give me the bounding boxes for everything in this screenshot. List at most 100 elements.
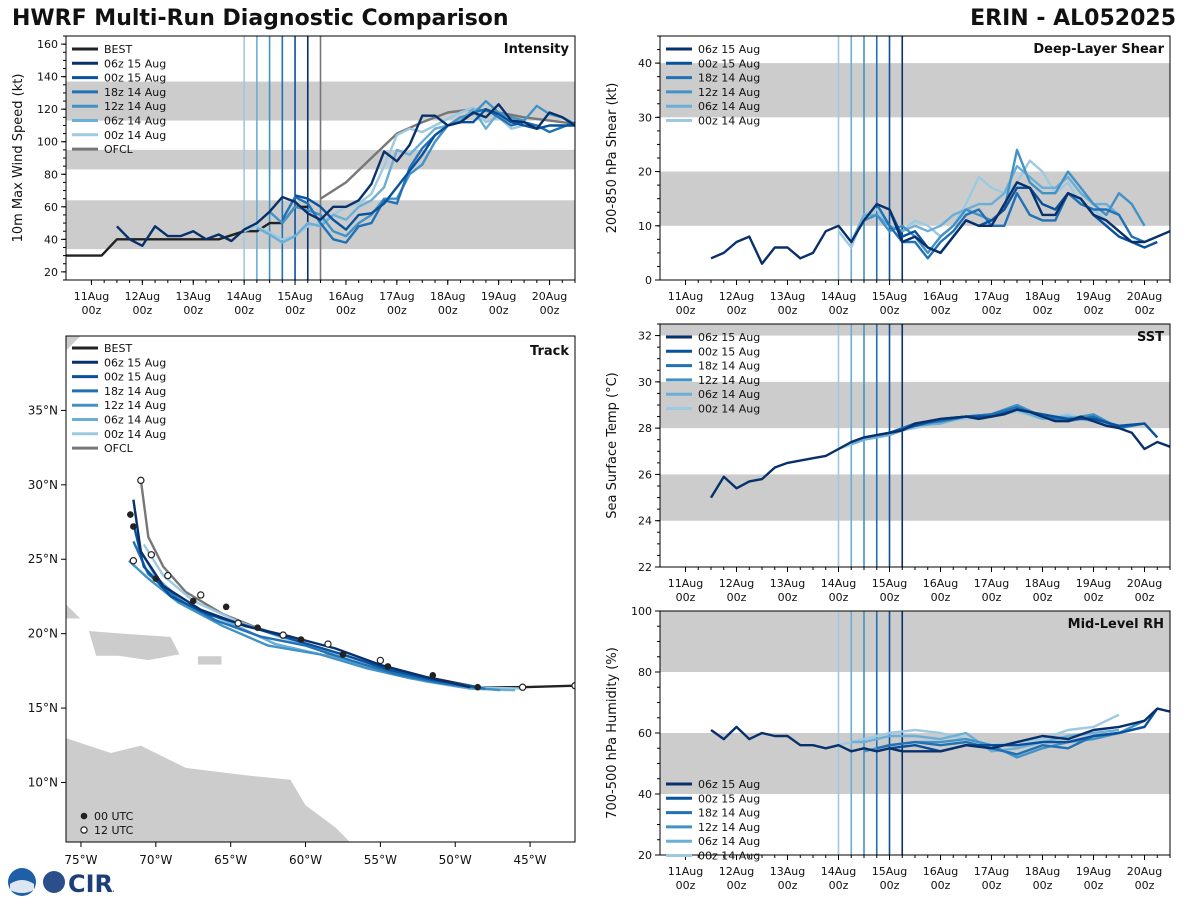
series-line-00z-15-aug [294, 107, 575, 231]
x-tick-label: 00z [829, 591, 849, 604]
x-tick-label: 00z [829, 879, 849, 892]
track-point-12utc [376, 656, 385, 665]
x-tick-label: 00z [1084, 304, 1104, 317]
y-axis-label: Sea Surface Temp (°C) [605, 372, 620, 519]
y-tick-label: 35°N [28, 403, 58, 417]
track-point-12utc [164, 571, 172, 580]
panel-title: Track [530, 344, 569, 359]
shade-band [660, 324, 1170, 336]
y-tick-label: 80 [44, 168, 58, 181]
legend-label: 12z 14 Aug [104, 399, 166, 412]
x-tick-label: 00z [982, 304, 1002, 317]
x-tick-label: 00z [778, 304, 798, 317]
legend-label: 00 UTC [94, 810, 134, 823]
x-tick-label: 00z [676, 591, 696, 604]
track-point-12utc [571, 682, 575, 690]
legend-label: 06z 14 Aug [104, 115, 166, 128]
legend-label: 12 UTC [94, 824, 134, 837]
y-tick-label: 20 [638, 849, 652, 862]
legend-label: 12z 14 Aug [104, 100, 166, 113]
x-tick-label: 17Aug [974, 865, 1009, 878]
x-tick-label: 15Aug [872, 577, 907, 590]
series-line-06z-14-aug [256, 107, 525, 244]
x-tick-label: 20Aug [1127, 577, 1162, 590]
track-point-12utc [518, 683, 527, 691]
x-tick-label: 00z [931, 879, 951, 892]
x-tick-label: 00z [880, 879, 900, 892]
legend-label: 00z 14 Aug [698, 403, 760, 416]
legend-label: 00z 15 Aug [698, 57, 760, 70]
track-line-18z-14-aug [132, 540, 486, 690]
x-tick-label: 11Aug [74, 290, 109, 303]
legend-label: OFCL [104, 442, 134, 455]
track-point-12utc [137, 476, 145, 485]
y-tick-label: 30 [638, 111, 652, 124]
y-tick-label: 20 [44, 266, 58, 279]
legend-label: 06z 14 Aug [104, 414, 166, 427]
x-tick-label: 13Aug [770, 577, 805, 590]
legend-label: 06z 14 Aug [698, 388, 760, 401]
y-tick-label: 30 [638, 376, 652, 389]
y-tick-label: 15°N [28, 701, 58, 715]
x-tick-label: 11Aug [668, 865, 703, 878]
x-tick-label: 14Aug [821, 290, 856, 303]
legend-label: 00z 15 Aug [104, 371, 166, 384]
series-line-18z-14-aug [875, 191, 1145, 260]
x-tick-label: 19Aug [481, 290, 516, 303]
x-tick-label: 17Aug [974, 290, 1009, 303]
y-tick-label: 60 [44, 201, 58, 214]
y-tick-label: 40 [44, 233, 58, 246]
x-tick-label: 13Aug [770, 290, 805, 303]
legend-label: 18z 14 Aug [104, 385, 166, 398]
y-tick-label: 26 [638, 468, 652, 481]
legend-label: 18z 14 Aug [104, 86, 166, 99]
y-axis-label: 200-850 hPa Shear (kt) [605, 83, 620, 234]
y-tick-label: 120 [37, 103, 58, 116]
y-tick-label: 10°N [28, 775, 58, 789]
x-tick-label: 00z [540, 304, 560, 317]
legend-label: 06z 14 Aug [698, 835, 760, 848]
x-tick-label: 60°W [289, 853, 322, 867]
track-point-00utc [254, 624, 261, 631]
legend-label: 06z 15 Aug [698, 778, 760, 791]
track-point-00utc [222, 603, 230, 611]
track-line-12z-14-aug [128, 559, 501, 692]
x-tick-label: 00z [880, 304, 900, 317]
x-tick-label: 00z [1135, 591, 1155, 604]
x-tick-label: 18Aug [1025, 865, 1060, 878]
figure-title: HWRF Multi-Run Diagnostic Comparison [12, 6, 509, 31]
legend-label: 06z 15 Aug [104, 356, 166, 369]
y-tick-label: 10 [638, 220, 652, 233]
y-tick-label: 30°N [28, 478, 58, 492]
x-tick-label: 17Aug [974, 577, 1009, 590]
y-tick-label: 100 [37, 136, 58, 149]
track-point-00utc [130, 523, 137, 530]
x-tick-label: 00z [778, 879, 798, 892]
x-tick-label: 20Aug [1127, 290, 1162, 303]
x-tick-label: 16Aug [328, 290, 363, 303]
x-tick-label: 00z [676, 879, 696, 892]
x-tick-label: 00z [829, 304, 849, 317]
x-tick-label: 00z [931, 304, 951, 317]
legend-label: 18z 14 Aug [698, 72, 760, 85]
x-tick-label: 18Aug [1025, 290, 1060, 303]
legend-marker-00utc [80, 812, 88, 820]
track-point-00utc [339, 651, 347, 658]
legend-label: 00z 14 Aug [698, 115, 760, 128]
x-tick-label: 00z [727, 879, 747, 892]
legend-label: 06z 15 Aug [698, 43, 760, 56]
x-tick-label: 13Aug [176, 290, 211, 303]
panel-title: Mid-Level RH [1068, 617, 1164, 632]
x-tick-label: 12Aug [125, 290, 160, 303]
x-tick-label: 19Aug [1076, 577, 1111, 590]
x-tick-label: 70°W [139, 853, 172, 867]
x-tick-label: 75°W [64, 853, 97, 867]
plot-frame [65, 335, 576, 843]
x-tick-label: 16Aug [923, 577, 958, 590]
x-tick-label: 00z [132, 304, 152, 317]
y-tick-label: 20 [638, 166, 652, 179]
x-tick-label: 00z [336, 304, 356, 317]
x-tick-label: 17Aug [379, 290, 414, 303]
x-tick-label: 00z [438, 304, 458, 317]
